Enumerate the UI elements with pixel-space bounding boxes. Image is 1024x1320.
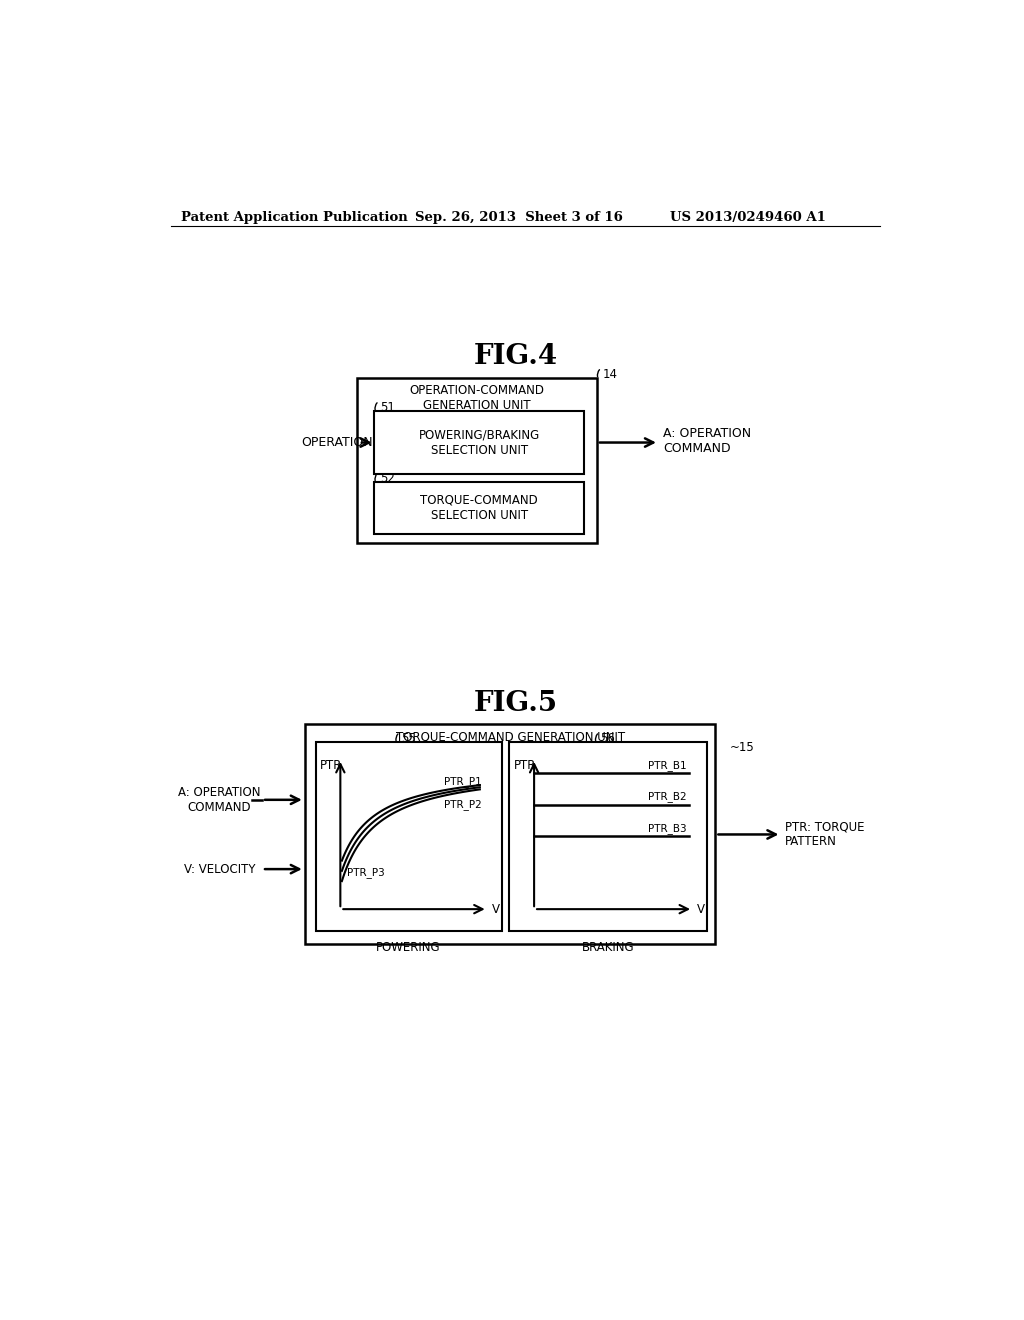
Text: US 2013/0249460 A1: US 2013/0249460 A1 bbox=[671, 211, 826, 224]
Bar bbox=[356, 378, 597, 544]
Text: POWERING: POWERING bbox=[376, 941, 441, 954]
Text: OPERATION: OPERATION bbox=[301, 436, 373, 449]
Text: PTR: PTR bbox=[321, 759, 343, 772]
Text: Patent Application Publication: Patent Application Publication bbox=[180, 211, 408, 224]
Text: 52: 52 bbox=[380, 471, 394, 484]
Text: PTR_P1: PTR_P1 bbox=[443, 776, 481, 787]
Text: TORQUE-COMMAND
SELECTION UNIT: TORQUE-COMMAND SELECTION UNIT bbox=[420, 494, 538, 521]
Bar bbox=[305, 725, 716, 944]
Bar bbox=[375, 411, 584, 474]
Text: PTR_B2: PTR_B2 bbox=[648, 791, 687, 803]
Text: FIG.4: FIG.4 bbox=[473, 343, 557, 370]
Text: 14: 14 bbox=[602, 368, 617, 381]
Text: Sep. 26, 2013  Sheet 3 of 16: Sep. 26, 2013 Sheet 3 of 16 bbox=[415, 211, 623, 224]
Text: A: OPERATION
COMMAND: A: OPERATION COMMAND bbox=[663, 426, 751, 455]
Text: PTR_B1: PTR_B1 bbox=[648, 759, 687, 771]
Text: TORQUE-COMMAND GENERATION UNIT: TORQUE-COMMAND GENERATION UNIT bbox=[395, 730, 625, 743]
Text: V: V bbox=[697, 903, 705, 916]
Text: PTR: PTR bbox=[514, 759, 537, 772]
Text: 51: 51 bbox=[380, 401, 394, 414]
Text: V: VELOCITY: V: VELOCITY bbox=[183, 862, 255, 875]
Bar bbox=[315, 742, 502, 931]
Text: 55: 55 bbox=[400, 733, 416, 744]
Text: FIG.5: FIG.5 bbox=[473, 689, 557, 717]
Text: A: OPERATION
COMMAND: A: OPERATION COMMAND bbox=[178, 785, 261, 814]
Text: PTR: TORQUE
PATTERN: PTR: TORQUE PATTERN bbox=[785, 821, 864, 849]
Bar bbox=[375, 482, 584, 535]
Text: 56: 56 bbox=[600, 733, 615, 744]
Text: POWERING/BRAKING
SELECTION UNIT: POWERING/BRAKING SELECTION UNIT bbox=[419, 429, 540, 457]
Text: V: V bbox=[492, 903, 500, 916]
Bar bbox=[509, 742, 707, 931]
Text: PTR_B3: PTR_B3 bbox=[648, 822, 687, 834]
Text: PTR_P2: PTR_P2 bbox=[443, 799, 481, 810]
Text: BRAKING: BRAKING bbox=[582, 941, 635, 954]
Text: PTR_P3: PTR_P3 bbox=[346, 867, 384, 878]
Text: OPERATION-COMMAND
GENERATION UNIT: OPERATION-COMMAND GENERATION UNIT bbox=[410, 384, 544, 412]
Text: ~15: ~15 bbox=[729, 742, 754, 754]
